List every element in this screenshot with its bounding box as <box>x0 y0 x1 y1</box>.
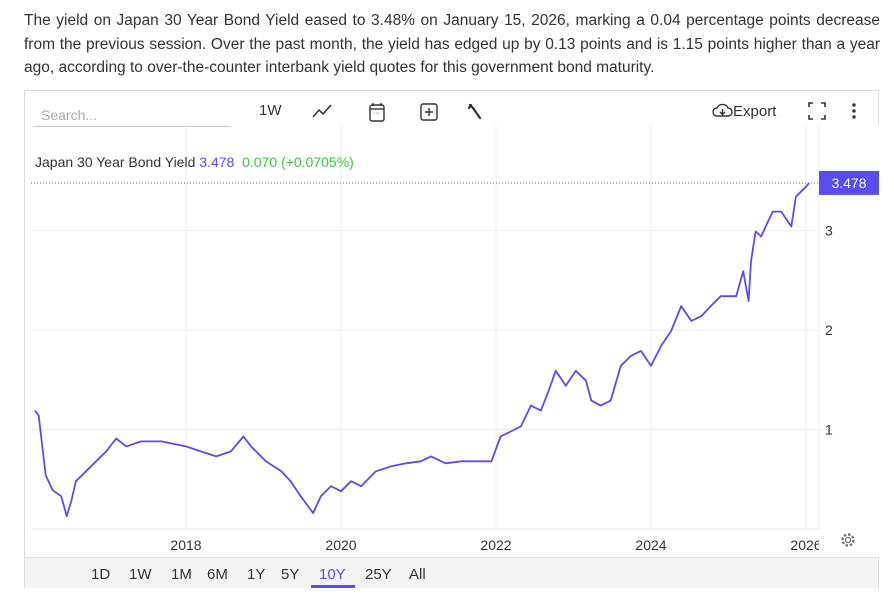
range-1d[interactable]: 1D <box>91 566 111 583</box>
plus-box-icon[interactable] <box>419 101 439 129</box>
y-tick-label: 1 <box>825 422 833 438</box>
range-1y[interactable]: 1Y <box>247 566 266 583</box>
svg-text:···: ··· <box>373 110 380 117</box>
x-tick-label: 2026 <box>790 537 821 553</box>
range-5y[interactable]: 5Y <box>281 566 300 583</box>
cloud-download-icon <box>712 103 733 117</box>
interval-button[interactable]: 1W <box>259 102 282 119</box>
last-value-badge <box>819 170 879 195</box>
wrench-icon[interactable] <box>465 101 485 129</box>
chart-widget: 1W ··· Export 2018 2020 2022 2024 2026 1 2 3 3.4… <box>24 90 880 588</box>
line-chart[interactable]: 2018 2020 2022 2024 2026 1 2 3 3.478 <box>25 91 880 557</box>
legend-change: 0.070 <box>242 154 278 170</box>
axis-mask <box>819 125 880 557</box>
last-value-label: 3.478 <box>831 175 866 191</box>
series-line <box>34 182 810 517</box>
legend-value: 3.478 <box>199 154 235 170</box>
more-vertical-icon[interactable] <box>851 101 857 127</box>
fullscreen-icon[interactable] <box>807 101 827 127</box>
legend-change-pct: (+0.0705%) <box>281 154 354 170</box>
range-1w[interactable]: 1W <box>129 566 152 583</box>
export-button[interactable]: Export <box>711 101 776 122</box>
active-range-underline <box>311 585 355 588</box>
range-selector: 1D 1W 1M 6M 1Y 5Y 10Y 25Y All <box>25 557 878 588</box>
search-input[interactable] <box>33 103 231 127</box>
y-tick-label: 2 <box>825 322 833 338</box>
chart-legend: Japan 30 Year Bond Yield 3.478 0.070 (+0… <box>35 154 354 170</box>
calendar-icon[interactable]: ··· <box>367 101 387 129</box>
range-6m[interactable]: 6M <box>207 566 228 583</box>
legend-series-name: Japan 30 Year Bond Yield <box>35 154 196 170</box>
x-tick-label: 2018 <box>170 537 201 553</box>
line-chart-icon[interactable] <box>311 101 333 127</box>
range-all[interactable]: All <box>409 566 426 583</box>
range-1m[interactable]: 1M <box>171 566 192 583</box>
x-tick-label: 2020 <box>325 537 356 553</box>
x-tick-label: 2024 <box>635 537 666 553</box>
x-tick-label: 2022 <box>480 537 511 553</box>
description-paragraph: The yield on Japan 30 Year Bond Yield ea… <box>24 12 880 76</box>
y-tick-label: 3 <box>825 223 833 239</box>
gear-icon[interactable] <box>839 531 857 554</box>
range-25y[interactable]: 25Y <box>365 566 392 583</box>
range-10y[interactable]: 10Y <box>319 566 346 583</box>
export-label: Export <box>733 103 777 120</box>
